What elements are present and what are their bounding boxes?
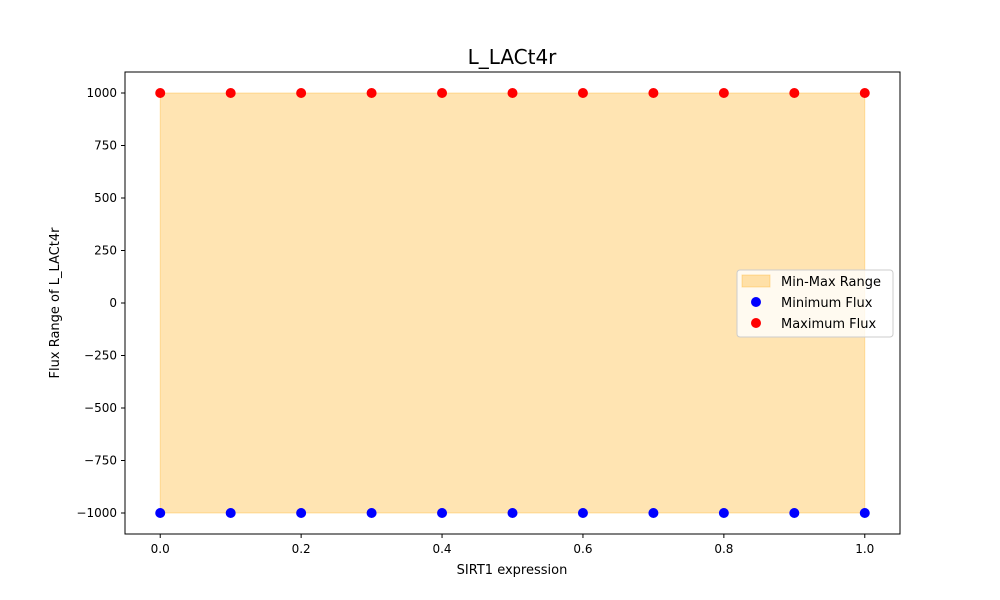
legend-label-maximum-flux: Maximum Flux xyxy=(781,317,877,332)
legend-marker-minimum-flux xyxy=(751,297,761,307)
y-axis-label: Flux Range of L_LACt4r xyxy=(48,227,63,379)
maximum-flux-point xyxy=(577,88,588,98)
y-tick-label: 500 xyxy=(94,191,117,205)
maximum-flux-point xyxy=(648,88,659,98)
x-tick-label: 0.6 xyxy=(573,542,592,556)
x-tick-label: 0.2 xyxy=(292,542,311,556)
x-tick-label: 0.8 xyxy=(714,542,733,556)
y-tick-label: −250 xyxy=(84,349,117,363)
minimum-flux-point xyxy=(225,508,236,518)
minimum-flux-point xyxy=(296,508,307,518)
y-tick-label: −750 xyxy=(84,454,117,468)
y-tick-label: 1000 xyxy=(86,86,117,100)
legend-marker-maximum-flux xyxy=(751,318,761,328)
maximum-flux-point xyxy=(437,88,448,98)
minimum-flux-point xyxy=(789,508,800,518)
legend: Min-Max Range Minimum Flux Maximum Flux xyxy=(736,269,894,338)
minimum-flux-point xyxy=(859,508,870,518)
minimum-flux-point xyxy=(437,508,448,518)
legend-swatch-min-max-range xyxy=(741,274,771,288)
y-tick-label: −1000 xyxy=(76,506,117,520)
x-axis-label: SIRT1 expression xyxy=(457,563,568,578)
maximum-flux-point xyxy=(507,88,518,98)
legend-label-min-max-range: Min-Max Range xyxy=(781,275,881,290)
y-tick-label: 750 xyxy=(94,139,117,153)
minimum-flux-point xyxy=(577,508,588,518)
x-tick-label: 0.0 xyxy=(151,542,170,556)
y-tick-label: −500 xyxy=(84,401,117,415)
maximum-flux-point xyxy=(296,88,307,98)
maximum-flux-point xyxy=(859,88,870,98)
legend-label-minimum-flux: Minimum Flux xyxy=(781,296,873,311)
x-tick-label: 1.0 xyxy=(855,542,874,556)
minimum-flux-point xyxy=(155,508,166,518)
maximum-flux-point xyxy=(718,88,729,98)
plot-area: 0.0 0.2 0.4 0.6 0.8 1.0 1000 750 500 250 0 −250 −50… xyxy=(76,71,901,556)
x-axis-ticks: 0.0 0.2 0.4 0.6 0.8 1.0 xyxy=(151,534,874,556)
chart-title: L_LACt4r xyxy=(468,45,558,69)
x-tick-label: 0.4 xyxy=(432,542,451,556)
data-points xyxy=(155,88,870,518)
y-tick-label: 0 xyxy=(109,296,117,310)
y-axis-ticks: 1000 750 500 250 0 −250 −500 −750 −1000 xyxy=(76,86,125,520)
maximum-flux-point xyxy=(225,88,236,98)
y-tick-label: 250 xyxy=(94,244,117,258)
maximum-flux-point xyxy=(155,88,166,98)
minimum-flux-point xyxy=(648,508,659,518)
minimum-flux-point xyxy=(507,508,518,518)
minimum-flux-point xyxy=(366,508,377,518)
legend-box xyxy=(736,269,894,338)
maximum-flux-point xyxy=(789,88,800,98)
minimum-flux-point xyxy=(718,508,729,518)
maximum-flux-point xyxy=(366,88,377,98)
